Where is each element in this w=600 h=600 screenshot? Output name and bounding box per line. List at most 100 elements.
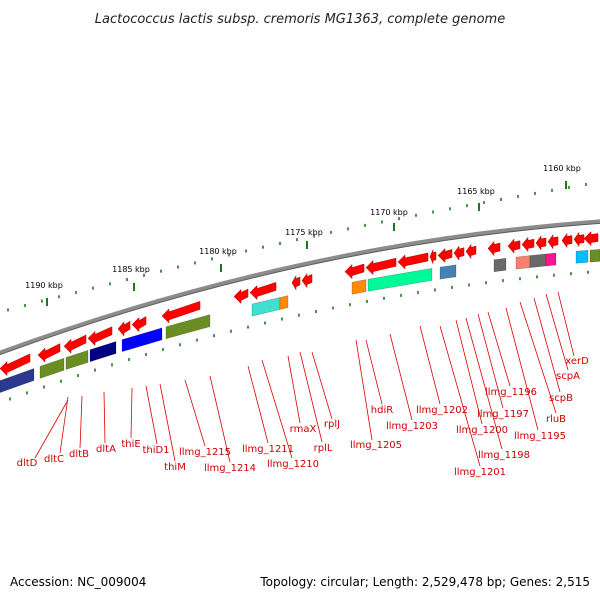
inner-tick — [111, 363, 113, 367]
leader-line — [519, 301, 557, 414]
gene-label-rplJ: rplJ — [324, 419, 340, 430]
inner-tick — [230, 329, 232, 333]
inner-tick — [332, 306, 334, 310]
map-title: Lactococcus lactis subsp. cremoris MG136… — [95, 12, 505, 27]
inner-tick — [213, 334, 215, 338]
inner-tick — [247, 325, 249, 329]
gene-label-rmaX: rmaX — [290, 424, 317, 435]
gene-label-llmg_1215: llmg_1215 — [179, 447, 231, 458]
minor-tick — [432, 210, 434, 214]
gene-arrow — [507, 238, 521, 254]
gene-label-rplL: rplL — [314, 443, 333, 454]
gene-arrow — [301, 272, 313, 289]
leader-line — [389, 333, 413, 421]
inner-tick — [485, 281, 487, 285]
tick-label-1160: 1160 kbp — [543, 164, 581, 173]
domain-bar — [279, 295, 289, 310]
gene-label-thiE: thiE — [121, 439, 140, 450]
kbp-ticks — [7, 181, 587, 312]
leader-line — [355, 339, 373, 441]
leader-line — [487, 311, 511, 387]
gene-arrow — [465, 243, 477, 260]
domain-bar — [367, 268, 433, 292]
minor-tick — [551, 188, 553, 192]
inner-tick — [43, 385, 45, 389]
domain-bar — [89, 341, 117, 363]
inner-tick — [400, 293, 402, 297]
accession-text: Accession: NC_009004 — [10, 575, 146, 589]
inner-tick — [349, 303, 351, 307]
major-tick — [220, 264, 222, 272]
minor-tick — [92, 286, 94, 290]
major-tick — [133, 283, 135, 291]
gene-arrow — [131, 316, 147, 333]
gene-label-rluB: rluB — [546, 414, 566, 425]
gene-arrow — [291, 274, 301, 291]
major-tick — [306, 241, 308, 249]
leader-line — [261, 359, 293, 459]
inner-tick — [179, 343, 181, 347]
minor-tick — [330, 230, 332, 234]
leader-line — [209, 375, 231, 463]
major-tick — [46, 298, 48, 306]
gene-label-llmg_1205: llmg_1205 — [350, 440, 402, 451]
inner-tick — [298, 313, 300, 317]
gene-label-llmg_1201: llmg_1201 — [454, 467, 506, 478]
domain-bar — [0, 368, 35, 393]
leader-line — [419, 325, 441, 405]
genome-backbone — [0, 219, 600, 355]
minor-tick — [517, 194, 519, 198]
domain-bar — [121, 327, 163, 353]
domain-bar — [351, 279, 367, 295]
gene-arrow — [63, 334, 87, 354]
leader-line — [505, 307, 539, 431]
leader-line — [103, 391, 106, 444]
tick-label-1190: 1190 kbp — [25, 281, 63, 290]
gene-arrow — [249, 282, 277, 301]
minor-tick — [483, 201, 485, 205]
inner-tick — [77, 374, 79, 378]
gene-arrow — [521, 236, 535, 253]
leader-line — [311, 351, 333, 420]
inner-tick — [128, 358, 130, 362]
minor-tick — [143, 273, 145, 277]
inner-tick — [570, 272, 572, 276]
leader-line — [130, 387, 133, 439]
gene-labels: dltD dltC dltB dltA thiE thiD1 thiM llmg… — [17, 356, 589, 478]
leader-line — [465, 317, 503, 450]
gene-label-llmg_1196: llmg_1196 — [485, 387, 537, 398]
leader-line — [287, 355, 301, 424]
minor-tick — [534, 191, 536, 195]
gene-arrow — [437, 247, 453, 264]
gene-arrows — [0, 230, 599, 377]
gene-label-scpA: scpA — [556, 371, 580, 382]
tick-label-1185: 1185 kbp — [112, 265, 150, 274]
minor-tick — [568, 185, 570, 189]
gene-arrow — [233, 288, 249, 305]
gene-label-dltB: dltB — [69, 449, 89, 460]
domain-bar — [65, 350, 89, 370]
gene-label-dltA: dltA — [96, 444, 116, 455]
inner-tick — [60, 379, 62, 383]
inner-tick — [434, 288, 436, 292]
leader-line — [184, 379, 206, 447]
minor-tick — [347, 227, 349, 231]
gene-arrow — [573, 231, 585, 248]
inner-tick — [162, 348, 164, 352]
major-tick — [393, 223, 395, 231]
minor-tick — [398, 217, 400, 221]
minor-tick — [245, 249, 247, 253]
minor-tick — [313, 234, 315, 238]
tick-label-1175: 1175 kbp — [285, 228, 323, 237]
major-tick — [565, 181, 567, 189]
gene-arrow — [397, 252, 429, 270]
inner-tick — [366, 299, 368, 303]
minor-tick — [41, 299, 43, 303]
inner-tick — [315, 310, 317, 314]
leader-line — [159, 383, 176, 462]
inner-tick — [519, 277, 521, 281]
minor-tick — [364, 223, 366, 227]
gene-arrow — [37, 343, 61, 363]
inner-tick — [553, 273, 555, 277]
